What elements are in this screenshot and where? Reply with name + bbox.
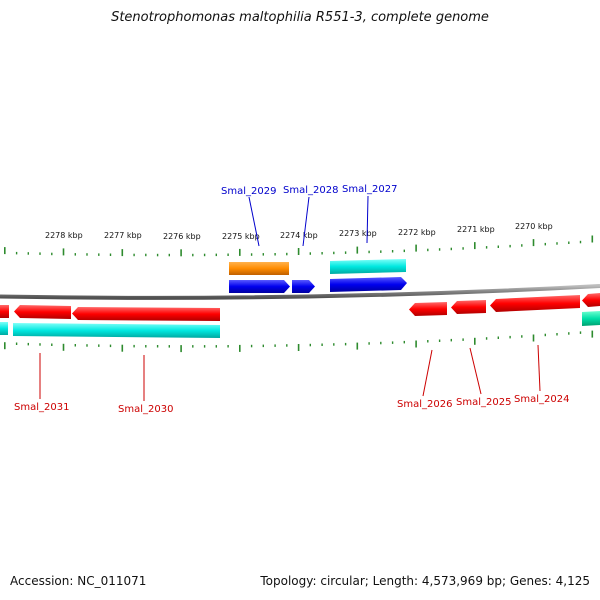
tick-label: 2275 kbp <box>222 232 260 241</box>
gene-arrow-smal-2025[interactable] <box>451 300 486 314</box>
leader-smal-2024 <box>537 344 541 392</box>
gene-label-smal-2031[interactable]: Smal_2031 <box>14 402 69 413</box>
gene-label-smal-2029[interactable]: Smal_2029 <box>221 186 276 197</box>
leader-smal-2027 <box>366 195 369 244</box>
genome-backbone <box>0 284 600 300</box>
forward-label-leaders <box>248 195 369 247</box>
tick-label: 2270 kbp <box>515 222 553 231</box>
gene-arrow-teal[interactable] <box>582 311 600 326</box>
leader-smal-2028 <box>302 196 310 247</box>
gene-arrow-smal-2030[interactable] <box>72 307 220 321</box>
gene-arrow-cyan[interactable] <box>330 259 406 274</box>
genome-title: Stenotrophomonas maltophilia R551-3, com… <box>111 10 489 25</box>
tick-label: 2277 kbp <box>104 231 142 240</box>
reverse-gene-labels: Smal_2031 Smal_2030 Smal_2026 Smal_2025 … <box>14 394 569 415</box>
reverse-strand-genes <box>0 293 600 338</box>
gene-arrow-smal-2026[interactable] <box>409 302 447 316</box>
gene-arrow-red[interactable] <box>0 305 9 318</box>
gene-arrow-cyan[interactable] <box>0 322 8 335</box>
gene-label-smal-2027[interactable]: Smal_2027 <box>342 184 397 195</box>
tick-label: 2271 kbp <box>457 225 495 234</box>
tick-labels: 2278 kbp 2277 kbp 2276 kbp 2275 kbp 2274… <box>45 222 553 241</box>
gene-label-smal-2024[interactable]: Smal_2024 <box>514 394 569 405</box>
tick-label: 2272 kbp <box>398 228 436 237</box>
gene-arrow-smal-2024[interactable] <box>490 295 580 312</box>
leader-smal-2029 <box>248 196 260 247</box>
gene-arrow-smal-2031[interactable] <box>14 305 71 319</box>
forward-strand-genes <box>229 259 407 293</box>
gene-arrow-orange[interactable] <box>229 262 289 275</box>
leader-smal-2025 <box>469 347 482 395</box>
tick-label: 2274 kbp <box>280 231 318 240</box>
tick-label: 2276 kbp <box>163 232 201 241</box>
forward-gene-labels: Smal_2029 Smal_2028 Smal_2027 <box>221 184 397 197</box>
tick-label: 2278 kbp <box>45 231 83 240</box>
gene-label-smal-2028[interactable]: Smal_2028 <box>283 185 338 196</box>
gene-arrow-cyan[interactable] <box>13 323 220 338</box>
gene-arrow-smal-2028[interactable] <box>292 280 315 293</box>
gene-arrow-red[interactable] <box>582 293 600 307</box>
accession-text: Accession: NC_011071 <box>10 574 147 588</box>
outer-tick-ring <box>4 235 594 257</box>
reverse-label-leaders <box>39 344 541 401</box>
leader-smal-2026 <box>422 349 433 397</box>
genome-summary-text: Topology: circular; Length: 4,573,969 bp… <box>260 574 590 588</box>
gene-label-smal-2030[interactable]: Smal_2030 <box>118 404 173 415</box>
tick-label: 2273 kbp <box>339 229 377 238</box>
gene-arrow-smal-2029[interactable] <box>229 280 290 293</box>
gene-label-smal-2025[interactable]: Smal_2025 <box>456 397 511 408</box>
gene-arrow-smal-2027[interactable] <box>330 277 407 292</box>
gene-label-smal-2026[interactable]: Smal_2026 <box>397 399 452 410</box>
inner-tick-ring <box>4 330 594 353</box>
